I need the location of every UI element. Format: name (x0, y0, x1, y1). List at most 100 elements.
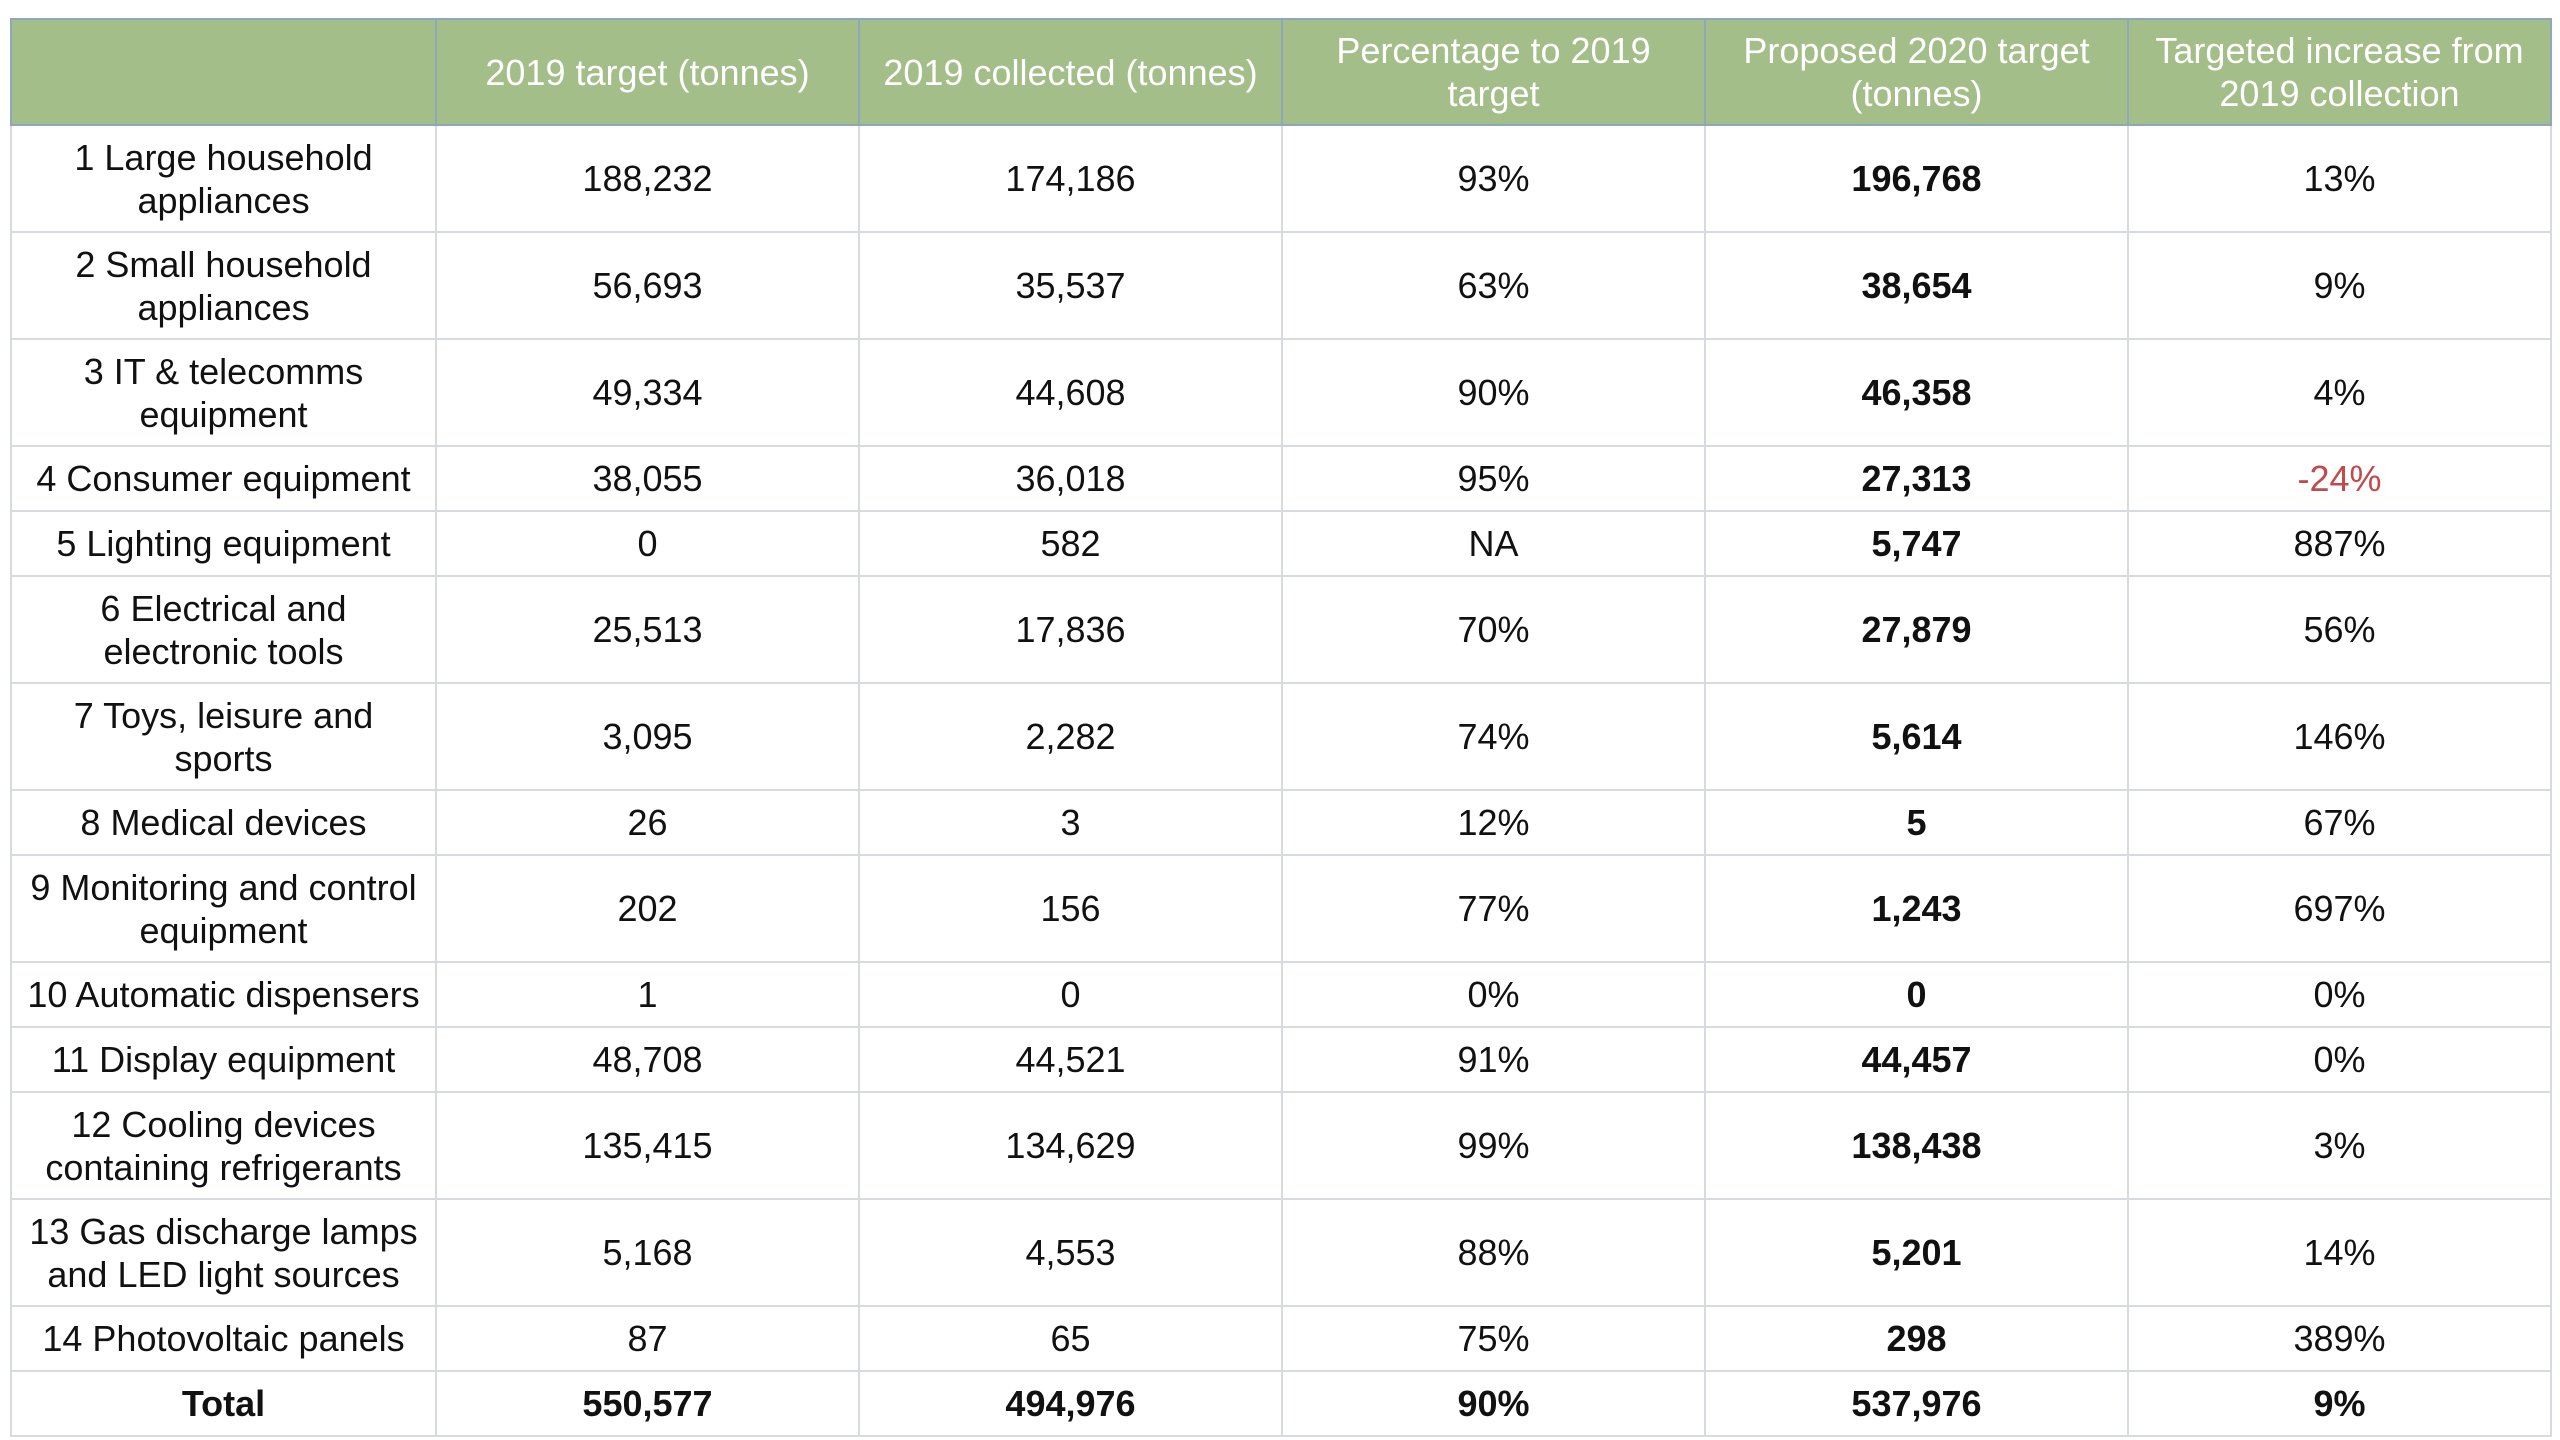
target-2019-cell: 56,693 (435, 231, 860, 340)
category-cell: 4 Consumer equipment (10, 445, 437, 512)
category-cell: 1 Large household appliances (10, 124, 437, 233)
table-row: 11 Display equipment 48,708 44,521 91% 4… (10, 1026, 2552, 1093)
table-row: 9 Monitoring and control equipment 202 1… (10, 854, 2552, 963)
collected-2019-cell: 4,553 (858, 1198, 1283, 1307)
target-2020-cell: 5,614 (1704, 682, 2129, 791)
collected-2019-cell: 65 (858, 1305, 1283, 1372)
table-row: 14 Photovoltaic panels 87 65 75% 298 389… (10, 1305, 2552, 1372)
percentage-2019-cell: 75% (1281, 1305, 1706, 1372)
table-row: 13 Gas discharge lamps and LED light sou… (10, 1198, 2552, 1307)
table-row: 5 Lighting equipment 0 582 NA 5,747 887% (10, 510, 2552, 577)
header-collected-2019: 2019 collected (tonnes) (858, 18, 1283, 126)
target-2019-cell: 5,168 (435, 1198, 860, 1307)
collected-2019-cell: 35,537 (858, 231, 1283, 340)
table-row: 2 Small household appliances 56,693 35,5… (10, 231, 2552, 340)
target-2019-cell: 0 (435, 510, 860, 577)
collected-2019-cell: 17,836 (858, 575, 1283, 684)
target-2019-cell: 26 (435, 789, 860, 856)
percentage-2019-cell: 95% (1281, 445, 1706, 512)
increase-cell-negative: -24% (2127, 445, 2552, 512)
target-2019-cell: 188,232 (435, 124, 860, 233)
target-2020-cell: 46,358 (1704, 338, 2129, 447)
total-row: Total 550,577 494,976 90% 537,976 9% (10, 1370, 2552, 1437)
increase-cell: 146% (2127, 682, 2552, 791)
target-2019-cell: 38,055 (435, 445, 860, 512)
category-cell: 12 Cooling devices containing refrigeran… (10, 1091, 437, 1200)
header-category (10, 18, 437, 126)
header-increase: Targeted increase from 2019 collection (2127, 18, 2552, 126)
collected-2019-cell: 36,018 (858, 445, 1283, 512)
percentage-2019-cell: NA (1281, 510, 1706, 577)
table-body: 1 Large household appliances 188,232 1 74… (10, 124, 2552, 1437)
category-cell: 7 Toys, leisure and sports (10, 682, 437, 791)
target-2020-cell: 44,457 (1704, 1026, 2129, 1093)
percentage-2019-cell: 0% (1281, 961, 1706, 1028)
target-2019-cell: 25,513 (435, 575, 860, 684)
target-2019-cell: 135,415 (435, 1091, 860, 1200)
percentage-2019-cell: 74% (1281, 682, 1706, 791)
target-2020-cell: 1,243 (1704, 854, 2129, 963)
target-2019-cell: 87 (435, 1305, 860, 1372)
total-label: Total (10, 1370, 437, 1437)
total-increase: 9% (2127, 1370, 2552, 1437)
target-2020-cell: 5,201 (1704, 1198, 2129, 1307)
percentage-2019-cell: 88% (1281, 1198, 1706, 1307)
collected-2019-cell: 156 (858, 854, 1283, 963)
total-target-2019: 550,577 (435, 1370, 860, 1437)
table-row: 10 Automatic dispensers 1 0 0% 0 0% (10, 961, 2552, 1028)
percentage-2019-cell: 70% (1281, 575, 1706, 684)
total-collected-2019: 494,976 (858, 1370, 1283, 1437)
table-container: 2019 target (tonnes) 2019 collected (ton… (10, 18, 2552, 1437)
weee-targets-table: 2019 target (tonnes) 2019 collected (ton… (10, 18, 2552, 1437)
collected-2019-cell: 44,521 (858, 1026, 1283, 1093)
target-2020-cell: 138,438 (1704, 1091, 2129, 1200)
increase-cell: 13% (2127, 124, 2552, 233)
increase-cell: 0% (2127, 961, 2552, 1028)
increase-cell: 3% (2127, 1091, 2552, 1200)
percentage-2019-cell: 99% (1281, 1091, 1706, 1200)
collected-2019-cell: 0 (858, 961, 1283, 1028)
percentage-2019-cell: 12% (1281, 789, 1706, 856)
category-cell: 13 Gas discharge lamps and LED light sou… (10, 1198, 437, 1307)
target-2020-cell: 5,747 (1704, 510, 2129, 577)
header-percentage-2019: Percentage to 2019 target (1281, 18, 1706, 126)
percentage-2019-cell: 63% (1281, 231, 1706, 340)
increase-cell: 0% (2127, 1026, 2552, 1093)
collected-2019-cell: 44,608 (858, 338, 1283, 447)
table-row: 4 Consumer equipment 38,055 36,018 95% 2… (10, 445, 2552, 512)
target-2020-cell: 196,768 (1704, 124, 2129, 233)
increase-cell: 56% (2127, 575, 2552, 684)
table-row: 1 Large household appliances 188,232 174… (10, 124, 2552, 233)
target-2019-cell: 49,334 (435, 338, 860, 447)
category-cell: 3 IT & telecomms equipment (10, 338, 437, 447)
increase-cell: 14% (2127, 1198, 2552, 1307)
header-row: 2019 target (tonnes) 2019 collected (ton… (10, 18, 2552, 126)
target-2020-cell: 5 (1704, 789, 2129, 856)
collected-2019-cell: 3 (858, 789, 1283, 856)
target-2019-cell: 48,708 (435, 1026, 860, 1093)
increase-cell: 4% (2127, 338, 2552, 447)
header-target-2020: Proposed 2020 target (tonnes) (1704, 18, 2129, 126)
target-2020-cell: 298 (1704, 1305, 2129, 1372)
collected-2019-cell: 2,282 (858, 682, 1283, 791)
percentage-2019-cell: 90% (1281, 338, 1706, 447)
percentage-2019-cell: 91% (1281, 1026, 1706, 1093)
increase-cell: 389% (2127, 1305, 2552, 1372)
table-row: 6 Electrical and electronic tools 25,513… (10, 575, 2552, 684)
collected-2019-cell: 134,629 (858, 1091, 1283, 1200)
table-row: 8 Medical devices 26 3 12% 5 67% (10, 789, 2552, 856)
increase-cell: 697% (2127, 854, 2552, 963)
category-cell: 8 Medical devices (10, 789, 437, 856)
category-cell: 11 Display equipment (10, 1026, 437, 1093)
increase-cell: 887% (2127, 510, 2552, 577)
total-target-2020: 537,976 (1704, 1370, 2129, 1437)
category-cell: 9 Monitoring and control equipment (10, 854, 437, 963)
collected-2019-cell: 582 (858, 510, 1283, 577)
header-target-2019: 2019 target (tonnes) (435, 18, 860, 126)
percentage-2019-cell: 77% (1281, 854, 1706, 963)
target-2020-cell: 27,313 (1704, 445, 2129, 512)
category-cell: 5 Lighting equipment (10, 510, 437, 577)
category-cell: 6 Electrical and electronic tools (10, 575, 437, 684)
total-percentage-2019: 90% (1281, 1370, 1706, 1437)
target-2019-cell: 1 (435, 961, 860, 1028)
